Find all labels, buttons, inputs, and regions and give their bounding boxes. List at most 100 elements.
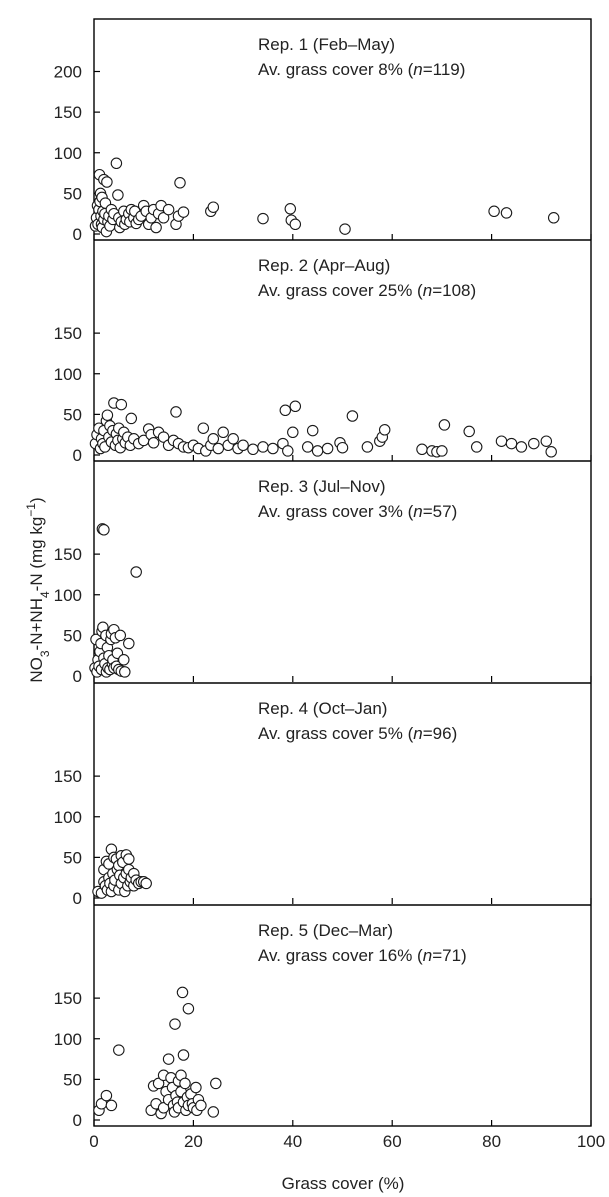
data-point	[336, 441, 349, 454]
y-axis-title-part-1: NO	[27, 657, 46, 683]
data-point	[207, 201, 220, 213]
y-tick-label: 100	[54, 586, 82, 605]
panel-n-symbol: n	[413, 502, 422, 521]
y-tick-label: 100	[54, 808, 82, 827]
data-point	[123, 853, 135, 865]
data-point	[157, 212, 170, 224]
data-point	[287, 426, 299, 439]
x-axis-title: Grass cover (%)	[282, 1174, 405, 1193]
data-point	[488, 205, 500, 218]
data-point	[284, 203, 297, 215]
y-axis-title-sub-4: 4	[38, 591, 52, 598]
y-tick-label: 50	[63, 184, 82, 203]
data-point	[125, 412, 138, 425]
data-point	[162, 203, 175, 216]
y-tick-label: 150	[54, 989, 82, 1008]
panel-title: Rep. 4 (Oct–Jan)	[258, 699, 387, 718]
data-point	[207, 1106, 220, 1118]
data-point	[547, 212, 560, 224]
data-point	[115, 398, 128, 411]
y-axis-title-part-4: )	[27, 497, 46, 503]
data-point	[500, 207, 513, 219]
data-point	[119, 666, 131, 678]
data-point	[98, 524, 110, 536]
panel-grass-cover: Av. grass cover 3% (n=57)	[258, 502, 457, 521]
data-point	[463, 425, 475, 438]
data-point	[176, 986, 189, 999]
panel-n-symbol: n	[423, 281, 432, 300]
y-tick-label: 150	[54, 103, 82, 122]
panel-grass-cover: Av. grass cover 16% (n=71)	[258, 946, 467, 965]
data-point	[150, 221, 162, 234]
data-point	[438, 419, 451, 431]
data-point	[101, 409, 114, 421]
panel-4: 0 50 100 150 Rep. 4 (Oct–Jan) Av. grass cover…	[54, 682, 592, 908]
data-point	[227, 433, 239, 445]
data-point	[101, 176, 113, 188]
panel-n-value: =119)	[423, 60, 466, 79]
y-axis-title: NO3-N+NH4-N (mg kg−1)	[24, 497, 52, 682]
data-point	[257, 212, 269, 225]
data-point	[289, 400, 302, 413]
panel-1: 0 50 100 150 200 Rep. 1 (Feb–May) Av. grass co…	[54, 35, 592, 244]
data-point	[495, 435, 508, 447]
x-tick-label: 100	[577, 1132, 605, 1151]
data-point	[100, 1089, 113, 1102]
y-axis-title-sup: −1	[24, 503, 38, 517]
y-tick-label: 150	[54, 324, 82, 343]
data-point	[346, 410, 359, 422]
data-point	[207, 433, 220, 445]
y-tick-label: 0	[73, 446, 82, 465]
data-point	[140, 877, 152, 890]
panel-title: Rep. 5 (Dec–Mar)	[258, 921, 393, 940]
data-point	[361, 441, 374, 453]
panel-n-value: =108)	[432, 281, 476, 300]
y-tick-label: 200	[54, 63, 82, 82]
data-point	[237, 439, 249, 452]
data-point	[179, 1077, 191, 1090]
data-point	[528, 437, 540, 450]
y-axis-title-part-3: -N (mg kg	[27, 517, 46, 592]
y-tick-label: 0	[73, 1111, 82, 1130]
x-tick-label: 60	[383, 1132, 402, 1151]
x-tick-label: 40	[283, 1132, 302, 1151]
panel-title: Rep. 2 (Apr–Aug)	[258, 256, 390, 275]
y-tick-label: 50	[63, 1070, 82, 1089]
data-point	[545, 446, 557, 458]
data-point	[301, 441, 314, 453]
data-point	[505, 437, 518, 450]
data-point	[306, 424, 319, 437]
y-tick-label: 50	[63, 405, 82, 424]
y-tick-label: 50	[63, 848, 82, 867]
data-point	[540, 435, 553, 447]
data-point	[282, 445, 294, 457]
data-point	[339, 223, 351, 235]
panel-title: Rep. 3 (Jul–Nov)	[258, 477, 386, 496]
data-point	[118, 654, 130, 666]
panel-n-value: =57)	[423, 502, 458, 521]
panel-grass-cover-text: Av. grass cover 8% (	[258, 60, 414, 79]
y-tick-label: 0	[73, 667, 82, 686]
panels-group: 0 50 100 150 200 Rep. 1 (Feb–May) Av. grass co…	[54, 18, 592, 1130]
data-point	[321, 442, 334, 455]
panel-5: 0 50 100 150 Rep. 5 (Dec–Mar) Av. grass cover…	[54, 904, 592, 1130]
data-point	[197, 422, 210, 434]
x-axis-labels: 0 20 40 60 80 100	[89, 1132, 605, 1151]
data-point	[112, 189, 124, 201]
data-point	[190, 1081, 202, 1094]
data-point	[182, 1002, 195, 1015]
data-point	[289, 218, 302, 231]
panel-n-symbol: n	[413, 724, 422, 743]
data-point	[174, 177, 186, 189]
panel-grass-cover-text: Av. grass cover 25% (	[258, 281, 423, 300]
data-point	[170, 406, 182, 418]
y-tick-label: 100	[54, 365, 82, 384]
data-point	[177, 206, 190, 218]
x-tick-label: 20	[184, 1132, 203, 1151]
y-tick-label: 150	[54, 767, 82, 786]
data-point	[436, 445, 448, 457]
panel-grass-cover: Av. grass cover 5% (n=96)	[258, 724, 457, 743]
data-point	[162, 1053, 175, 1065]
data-point	[515, 441, 528, 453]
